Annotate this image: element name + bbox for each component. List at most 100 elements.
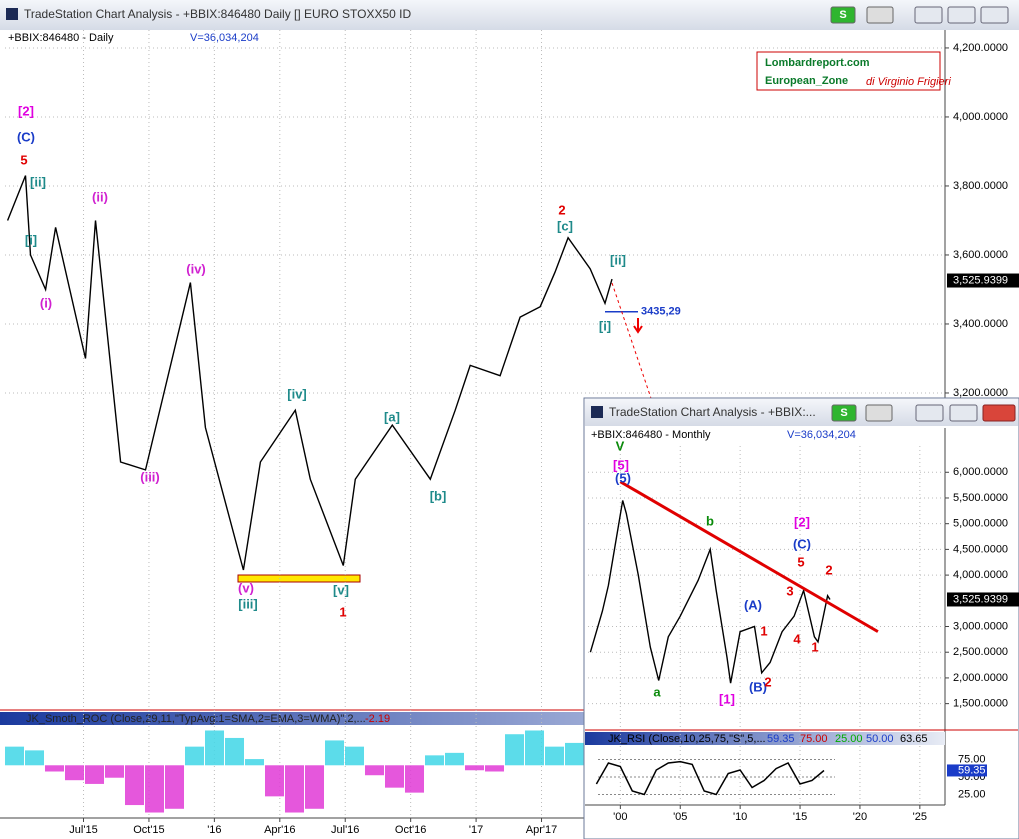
s-button[interactable] [830, 6, 856, 24]
minimize-button[interactable] [915, 404, 944, 422]
x-tick-label: Oct'16 [395, 824, 426, 836]
x-tick-label: Apr'17 [526, 824, 557, 836]
wave-label: 1 [760, 623, 767, 638]
x-tick-label: '15 [793, 811, 807, 823]
roc-bar [425, 755, 444, 766]
x-tick-label: '25 [913, 811, 927, 823]
wave-label: [i] [25, 232, 37, 247]
last-price-box [947, 273, 1019, 288]
roc-readout: -2.19 [365, 713, 390, 725]
wave-label: [iii] [238, 596, 258, 611]
wave-label: (i) [40, 295, 52, 310]
wave-label: (ii) [92, 189, 108, 204]
rsi-readout: 75.00 [800, 733, 828, 745]
inset-frame [583, 397, 1019, 839]
tool-button[interactable] [866, 6, 894, 24]
roc-bar [105, 765, 124, 778]
y-tick-label: 4,000.0000 [953, 111, 1008, 123]
roc-bar [245, 759, 264, 766]
wave-label: [a] [384, 409, 400, 424]
x-tick-label: '10 [733, 811, 747, 823]
rsi-readout: 59.35 [767, 733, 795, 745]
roc-bar [465, 765, 484, 771]
roc-bar [165, 765, 184, 809]
wave-label: a [653, 684, 661, 699]
rsi-tick-label: 25.00 [958, 788, 986, 800]
roc-bar [325, 740, 344, 766]
roc-bar [405, 765, 424, 793]
roc-bar [145, 765, 164, 813]
wave-label: [1] [719, 691, 735, 706]
y-tick-label: 3,600.0000 [953, 249, 1008, 261]
y-tick-label: 4,500.0000 [953, 543, 1008, 555]
wave-label: [c] [557, 218, 573, 233]
wave-label: (iv) [186, 261, 206, 276]
x-tick-label: Jul'16 [331, 824, 359, 836]
wave-label: 5 [797, 554, 804, 569]
rsi-readout: 25.00 [835, 733, 863, 745]
wave-label: 1 [339, 604, 346, 619]
wave-label: 1 [811, 639, 818, 654]
title-bar [585, 399, 1018, 426]
x-tick-label: '20 [853, 811, 867, 823]
roc-bar [505, 734, 524, 766]
volume-label: V=36,034,204 [190, 32, 259, 44]
watermark: Lombardreport.com [765, 57, 870, 69]
price-line [6, 175, 613, 571]
roc-label: JK_Smoth_ROC (Close,29,11,"TypAvg:1=SMA,… [26, 713, 366, 725]
wave-label: V [616, 438, 625, 453]
roc-bar [485, 765, 504, 772]
close-button[interactable] [980, 6, 1009, 24]
wave-label: 3 [786, 583, 793, 598]
tool-button[interactable] [865, 404, 893, 422]
x-tick-label: Apr'16 [264, 824, 295, 836]
level-label: 3435,29 [641, 306, 681, 318]
wave-label: 2 [825, 562, 832, 577]
down-arrow [633, 318, 643, 334]
watermark: European_Zone [765, 75, 848, 87]
wave-label: [5] [613, 457, 629, 472]
y-tick-label: 4,000.0000 [953, 569, 1008, 581]
wave-label: b [706, 513, 714, 528]
s-button[interactable] [831, 404, 857, 422]
roc-bar [365, 765, 384, 776]
roc-bar [5, 746, 24, 766]
rsi-readout: 50.00 [866, 733, 894, 745]
last-price-label: 3,525.9399 [953, 274, 1008, 286]
y-tick-label: 3,000.0000 [953, 620, 1008, 632]
wave-label: [v] [333, 582, 349, 597]
roc-bar [225, 737, 244, 766]
wave-label: (B) [749, 679, 767, 694]
y-tick-label: 6,000.0000 [953, 466, 1008, 478]
wave-label: (iii) [140, 469, 160, 484]
close-button[interactable] [982, 404, 1016, 422]
y-tick-label: 3,400.0000 [953, 318, 1008, 330]
volume-label: V=36,034,204 [787, 429, 856, 441]
s-button-label: S [840, 407, 847, 419]
maximize-button[interactable] [949, 404, 978, 422]
rsi-tick-label: 75.00 [958, 753, 986, 765]
rsi-last-box [947, 764, 987, 777]
y-tick-label: 2,500.0000 [953, 646, 1008, 658]
maximize-button[interactable] [947, 6, 976, 24]
window-title: TradeStation Chart Analysis - +BBIX:8464… [24, 7, 412, 21]
trendline [619, 480, 879, 633]
app-icon [6, 8, 18, 20]
minimize-button[interactable] [914, 6, 943, 24]
x-tick-label: '00 [613, 811, 627, 823]
wave-label: [ii] [610, 252, 626, 267]
main-chart: 4,200.0000 4,000.0000 3,800.0000 3,600.0000… [5, 30, 1019, 836]
wave-label: 5 [20, 152, 27, 167]
y-tick-label: 4,200.0000 [953, 42, 1008, 54]
roc-bar [65, 765, 84, 781]
rsi-readout: 63.65 [900, 733, 928, 745]
symbol-label: +BBIX:846480 - Monthly [591, 429, 711, 441]
projection [611, 282, 656, 411]
wave-label: 2 [558, 202, 565, 217]
roc-bar [385, 765, 404, 788]
wave-label: (C) [793, 536, 811, 551]
inset-window: TradeStation Chart Analysis - +BBIX:... … [583, 397, 1019, 839]
roc-bar [85, 765, 104, 784]
last-price-label: 3,525.9399 [953, 593, 1008, 605]
y-tick-label: 5,000.0000 [953, 518, 1008, 530]
